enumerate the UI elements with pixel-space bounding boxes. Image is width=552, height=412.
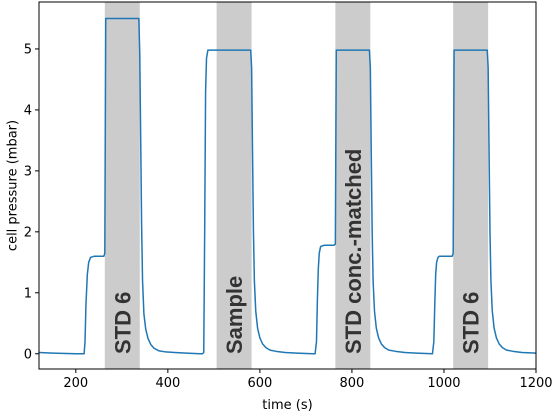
band-label: STD 6: [459, 292, 484, 354]
shaded-band: [335, 2, 371, 369]
y-tick-label: 4: [24, 103, 32, 118]
y-axis-ticks: 0 1 2 3 4 5: [24, 42, 39, 362]
x-tick-label: 800: [340, 376, 365, 391]
x-axis-ticks: 200 400 600 800 1000 1200: [63, 369, 552, 391]
shaded-bands: [104, 2, 489, 369]
shaded-band: [104, 2, 140, 369]
y-tick-label: 5: [24, 42, 32, 57]
band-label: Sample: [222, 276, 247, 354]
shaded-band: [216, 2, 252, 369]
x-tick-label: 400: [155, 376, 180, 391]
x-axis-title: time (s): [262, 398, 312, 412]
shaded-band: [453, 2, 489, 369]
x-tick-label: 1200: [519, 376, 552, 391]
y-tick-label: 3: [24, 164, 32, 179]
band-labels: STD 6 Sample STD conc.-matched STD 6: [110, 149, 483, 354]
band-label: STD conc.-matched: [341, 149, 366, 354]
y-tick-label: 1: [24, 286, 32, 301]
band-label: STD 6: [110, 292, 135, 354]
x-tick-label: 200: [63, 376, 88, 391]
y-tick-label: 2: [24, 225, 32, 240]
pressure-series: [38, 17, 537, 355]
series-line: [38, 17, 537, 355]
x-tick-label: 600: [247, 376, 272, 391]
y-tick-label: 0: [24, 347, 32, 362]
x-tick-label: 1000: [427, 376, 460, 391]
plot-frame: [38, 1, 537, 370]
y-axis-title: cell pressure (mbar): [6, 120, 21, 251]
